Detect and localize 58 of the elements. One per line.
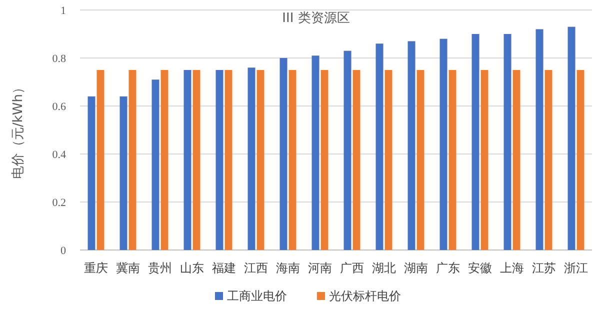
bar bbox=[504, 34, 512, 250]
x-tick-label: 贵州 bbox=[148, 261, 172, 275]
legend-label: 光伏标杆电价 bbox=[329, 289, 401, 303]
x-tick-label: 广西 bbox=[340, 261, 364, 275]
legend-label: 工商业电价 bbox=[227, 289, 287, 303]
x-tick-label: 冀南 bbox=[116, 261, 140, 275]
bar bbox=[320, 70, 328, 250]
bar bbox=[120, 96, 128, 250]
x-tick-label: 江苏 bbox=[532, 261, 556, 275]
y-tick-label: 0.4 bbox=[52, 149, 66, 161]
x-tick-label: 上海 bbox=[500, 261, 524, 275]
bar bbox=[448, 70, 456, 250]
y-tick-label: 0.8 bbox=[52, 53, 66, 65]
x-tick-label: 湖南 bbox=[404, 261, 428, 275]
x-tick-label: 广东 bbox=[436, 261, 460, 275]
bar bbox=[568, 26, 576, 250]
bar bbox=[512, 70, 520, 250]
x-tick-label: 重庆 bbox=[84, 261, 108, 275]
bar bbox=[184, 70, 192, 250]
x-tick-label: 浙江 bbox=[564, 261, 588, 275]
bar bbox=[576, 70, 584, 250]
bar bbox=[416, 70, 424, 250]
bar bbox=[376, 44, 384, 250]
bar bbox=[344, 50, 352, 250]
y-tick-label: 0.6 bbox=[52, 101, 66, 113]
bar bbox=[480, 70, 488, 250]
bar bbox=[256, 70, 264, 250]
bar bbox=[384, 70, 392, 250]
bar bbox=[440, 38, 448, 250]
bar bbox=[536, 29, 544, 250]
bar bbox=[160, 70, 168, 250]
y-axis-title: 电价（元/kWh） bbox=[11, 80, 26, 180]
chart-title: III 类资源区 bbox=[282, 11, 350, 26]
x-tick-label: 江西 bbox=[244, 261, 268, 275]
y-tick-label: 1 bbox=[60, 5, 66, 17]
bar bbox=[88, 96, 96, 250]
y-tick-label: 0 bbox=[60, 245, 66, 257]
x-tick-label: 河南 bbox=[308, 261, 332, 275]
bar bbox=[224, 70, 232, 250]
bar bbox=[248, 68, 256, 250]
bar bbox=[472, 34, 480, 250]
bar bbox=[152, 80, 160, 250]
x-tick-label: 安徽 bbox=[468, 261, 492, 275]
bar bbox=[288, 70, 296, 250]
bar bbox=[408, 41, 416, 250]
bar bbox=[544, 70, 552, 250]
bar bbox=[352, 70, 360, 250]
x-tick-label: 福建 bbox=[212, 261, 236, 275]
bar bbox=[96, 70, 104, 250]
x-tick-label: 湖北 bbox=[372, 261, 396, 275]
x-tick-label: 山东 bbox=[180, 261, 204, 275]
x-tick-label: 海南 bbox=[276, 261, 300, 275]
bar bbox=[280, 58, 288, 250]
bar bbox=[192, 70, 200, 250]
bar bbox=[216, 70, 224, 250]
bar bbox=[312, 56, 320, 250]
y-tick-label: 0.2 bbox=[52, 197, 66, 209]
bar bbox=[128, 70, 136, 250]
